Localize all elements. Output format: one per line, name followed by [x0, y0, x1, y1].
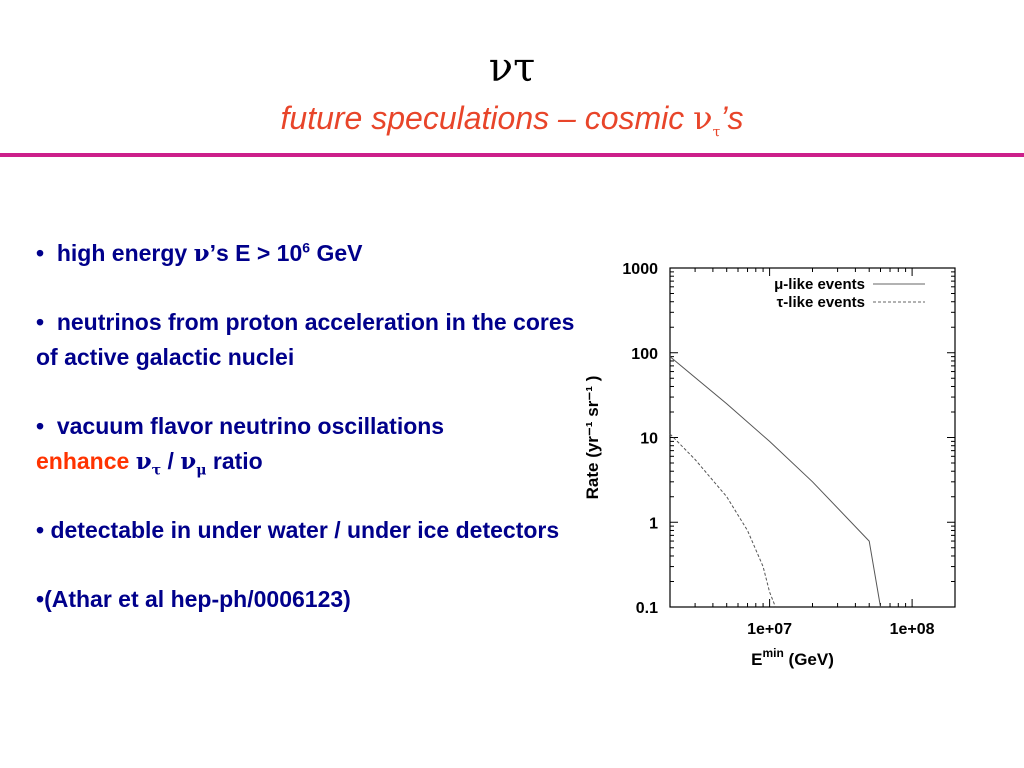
bullet-list: • high energy ν’s E > 106 GeV • neutrino… — [36, 236, 576, 651]
bullet-oscillations: • vacuum flavor neutrino oscillations en… — [36, 409, 576, 479]
y-tick-label: 10 — [640, 431, 658, 448]
bullet-text: neutrinos from proton acceleration in th… — [36, 309, 575, 370]
subtitle-suffix: ’s — [720, 100, 744, 136]
legend-label: μ-like events — [774, 276, 865, 293]
y-tick-label: 1000 — [622, 261, 658, 278]
subtitle-prefix: future speculations – cosmic — [280, 100, 694, 136]
ratio-word: ratio — [206, 448, 263, 474]
bullet-marker: • — [36, 240, 45, 266]
bullet-text: vacuum flavor neutrino oscillations — [56, 413, 445, 439]
series-mu-line — [669, 356, 881, 608]
bullet-marker: • — [36, 413, 45, 439]
subtitle-nu: ν — [693, 99, 713, 137]
rate-chart: 1000 100 10 1 0.1 1e+07 1e+08 μ-like eventsτ-li… — [583, 261, 956, 669]
nu-symbol: ν — [193, 240, 210, 267]
series-tau-line — [669, 433, 776, 608]
bullet-text: detectable in under water / under ice de… — [50, 517, 560, 543]
x-tick-label: 1e+07 — [747, 621, 792, 638]
y-tick-label: 1 — [649, 515, 658, 532]
bullet-marker: • — [36, 309, 45, 335]
bullet-text: high energy — [56, 240, 194, 266]
bullet-marker: • — [36, 586, 45, 612]
bullet-proton-acceleration: • neutrinos from proton acceleration in … — [36, 305, 576, 375]
enhance-word: enhance — [36, 448, 130, 474]
y-tick-label: 0.1 — [636, 600, 658, 617]
title-divider — [0, 153, 1024, 157]
bullet-marker: • — [36, 517, 45, 543]
x-tick-label: 1e+08 — [890, 621, 935, 638]
plot-frame — [669, 267, 956, 608]
x-axis-label: Emin (GeV) — [751, 646, 834, 669]
nu-tau: ντ — [135, 448, 162, 479]
bullet-detectable: • detectable in under water / under ice … — [36, 513, 576, 548]
bullet-text: ’s E > 10 — [209, 240, 303, 266]
exponent: 6 — [302, 239, 311, 256]
subtitle-tau: τ — [712, 124, 721, 141]
y-tick-label: 100 — [631, 346, 658, 363]
bullet-text: GeV — [310, 240, 363, 266]
legend-label: τ-like events — [777, 294, 865, 311]
y-axis-label: Rate (yr⁻¹ sr⁻¹ ) — [583, 376, 602, 500]
bullet-high-energy: • high energy ν’s E > 106 GeV — [36, 236, 576, 271]
slide-title: ντ — [488, 45, 536, 91]
bullet-reference: •(Athar et al hep-ph/0006123) — [36, 582, 576, 617]
nu-mu: νμ — [180, 448, 207, 479]
slash: / — [161, 448, 181, 474]
slide-subtitle: future speculations – cosmic ντ’s — [0, 96, 1024, 140]
bullet-text: (Athar et al hep-ph/0006123) — [44, 586, 351, 612]
